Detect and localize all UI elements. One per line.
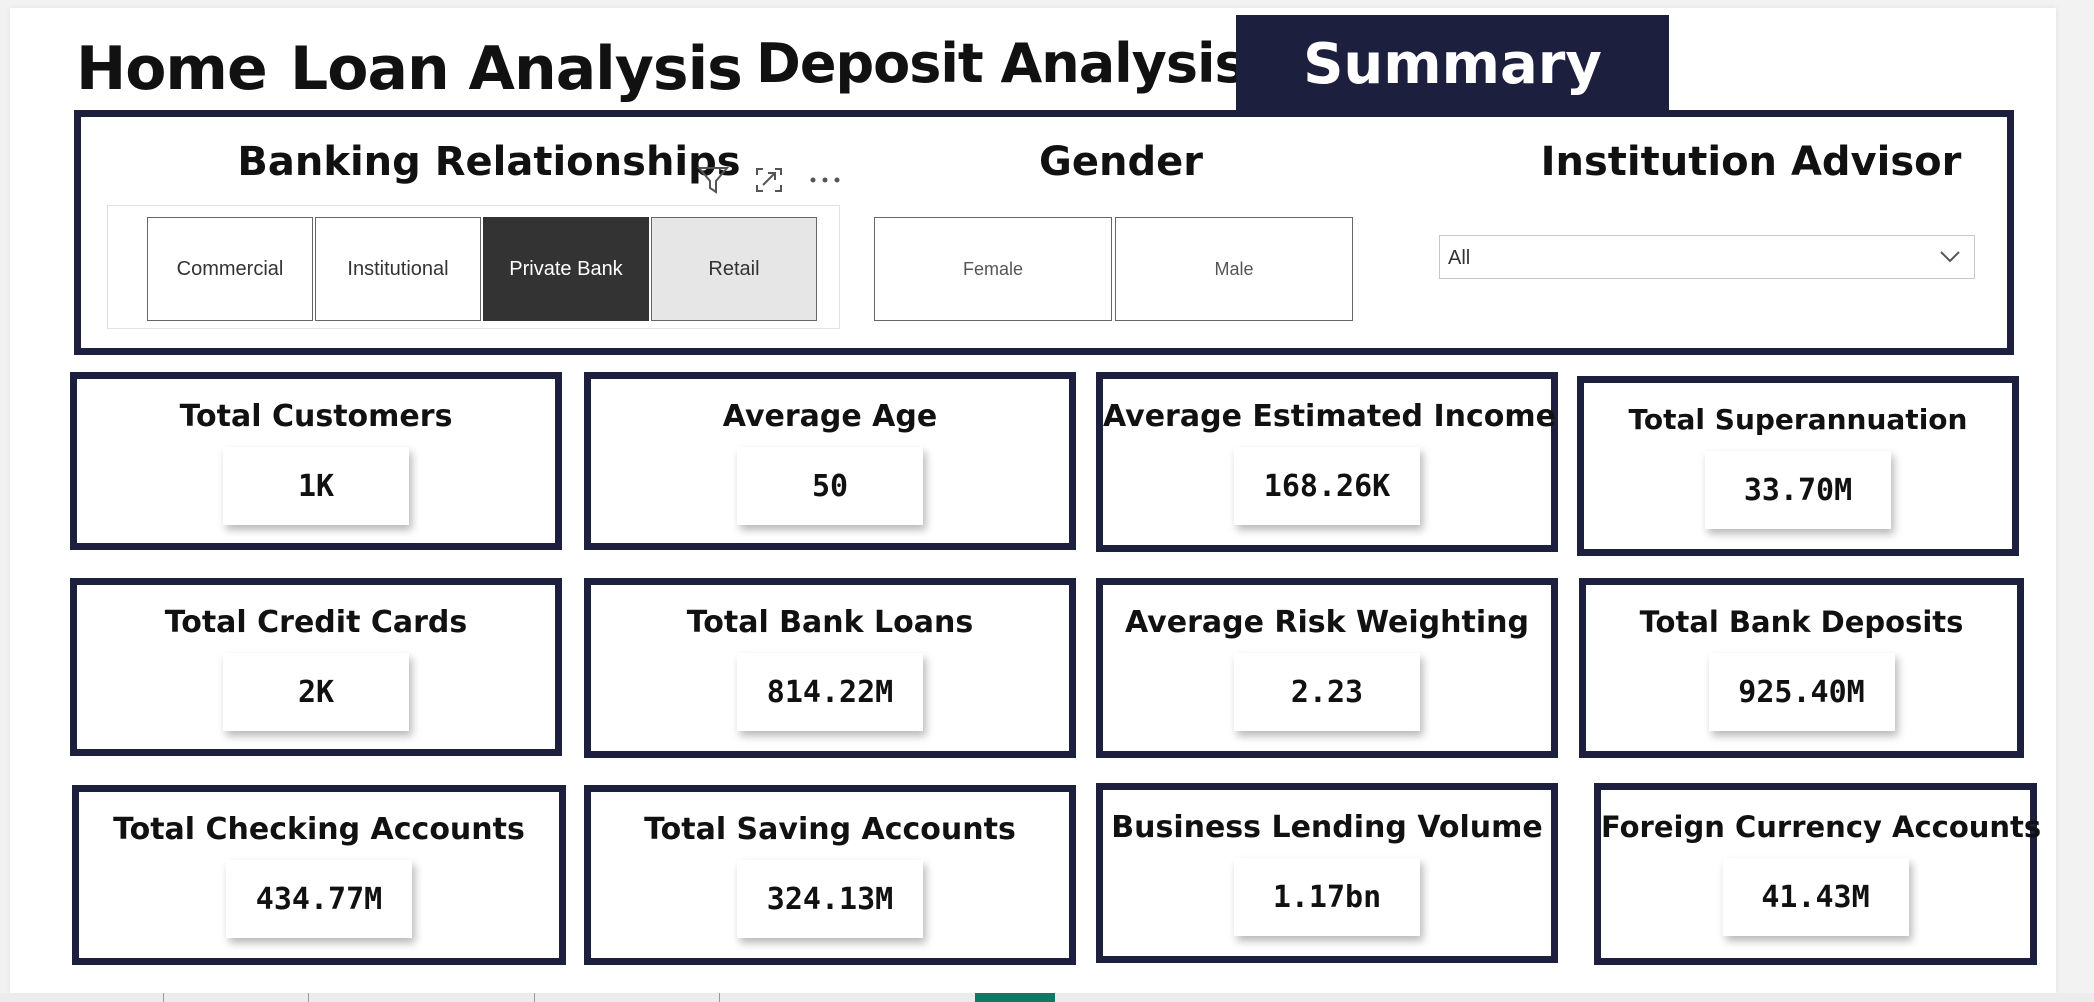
card-title: Foreign Currency Accounts: [1601, 810, 2042, 844]
card-value: 1K: [223, 447, 409, 525]
card-title: Total Customers: [179, 399, 453, 434]
nav-tab-deposit-analysis[interactable]: Deposit Analysis: [756, 32, 1247, 95]
card-value: 2.23: [1234, 653, 1420, 731]
chip-private-bank[interactable]: Private Bank: [483, 217, 649, 321]
focus-mode-icon[interactable]: [751, 163, 787, 197]
card-value: 434.77M: [226, 860, 412, 938]
card-total-superannuation: Total Superannuation 33.70M: [1577, 376, 2019, 556]
card-total-customers: Total Customers 1K: [70, 372, 562, 550]
card-title: Total Checking Accounts: [113, 812, 525, 847]
active-page-indicator[interactable]: [975, 993, 1055, 1002]
page-navigation-strip: [0, 993, 2094, 1002]
card-value: 1.17bn: [1234, 858, 1420, 936]
card-average-risk-weighting: Average Risk Weighting 2.23: [1096, 578, 1558, 758]
chip-commercial[interactable]: Commercial: [147, 217, 313, 321]
institution-advisor-title: Institution Advisor: [1540, 139, 1962, 185]
card-title: Total Bank Deposits: [1639, 605, 1964, 639]
card-value: 41.43M: [1722, 858, 1909, 936]
gender-title: Gender: [1039, 139, 1203, 185]
nav-tab-home[interactable]: Home: [76, 34, 268, 104]
visual-header: [695, 163, 843, 197]
card-value: 33.70M: [1705, 451, 1891, 529]
page-separator: [163, 993, 164, 1002]
card-total-checking-accounts: Total Checking Accounts 434.77M: [72, 785, 566, 965]
page-separator: [719, 993, 720, 1002]
card-title: Total Credit Cards: [164, 605, 468, 640]
card-value: 2K: [223, 653, 409, 731]
chip-male[interactable]: Male: [1115, 217, 1353, 321]
card-foreign-currency-accounts: Foreign Currency Accounts 41.43M: [1594, 783, 2042, 965]
more-options-icon[interactable]: [807, 163, 843, 197]
chip-retail[interactable]: Retail: [651, 217, 817, 321]
filter-panel: Banking Relationships Commercial Institu…: [74, 110, 2014, 355]
card-title: Total Saving Accounts: [644, 812, 1016, 847]
nav-tab-loan-analysis[interactable]: Loan Analysis: [290, 34, 743, 104]
card-value: 168.26K: [1234, 447, 1420, 525]
card-total-saving-accounts: Total Saving Accounts 324.13M: [584, 785, 1076, 965]
card-total-credit-cards: Total Credit Cards 2K: [70, 578, 562, 756]
chevron-down-icon: [1938, 246, 1962, 271]
institution-advisor-dropdown[interactable]: All: [1439, 235, 1975, 279]
card-total-bank-deposits: Total Bank Deposits 925.40M: [1579, 578, 2024, 758]
filter-icon[interactable]: [695, 163, 731, 197]
card-average-estimated-income: Average Estimated Income 168.26K: [1096, 372, 1558, 552]
card-value: 925.40M: [1708, 653, 1895, 731]
card-title: Total Bank Loans: [686, 605, 974, 640]
chip-institutional[interactable]: Institutional: [315, 217, 481, 321]
card-value: 324.13M: [737, 860, 923, 938]
banking-relationships-title: Banking Relationships: [237, 139, 741, 185]
card-average-age: Average Age 50: [584, 372, 1076, 550]
card-value: 814.22M: [737, 653, 923, 731]
page-separator: [534, 993, 535, 1002]
dropdown-value: All: [1448, 247, 1471, 269]
chip-female[interactable]: Female: [874, 217, 1112, 321]
card-title: Business Lending Volume: [1111, 810, 1543, 845]
card-business-lending-volume: Business Lending Volume 1.17bn: [1096, 783, 1558, 963]
card-title: Average Age: [722, 399, 938, 434]
card-value: 50: [737, 447, 923, 525]
page-separator: [308, 993, 309, 1002]
card-total-bank-loans: Total Bank Loans 814.22M: [584, 578, 1076, 758]
banking-slicer-frame: [107, 205, 840, 329]
card-title: Average Estimated Income: [1103, 399, 1556, 434]
card-title: Average Risk Weighting: [1125, 605, 1529, 640]
nav-tab-summary[interactable]: Summary: [1236, 15, 1669, 113]
card-title: Total Superannuation: [1628, 403, 1968, 436]
